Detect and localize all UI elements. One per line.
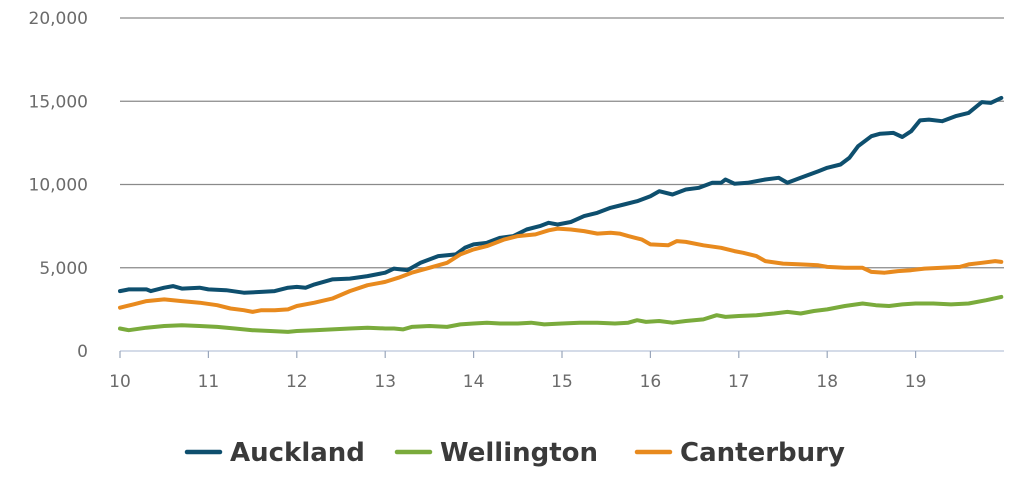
x-tick-label: 15	[551, 372, 573, 392]
series-line-canterbury	[118, 226, 1004, 314]
x-tick-label: 12	[286, 372, 308, 392]
legend-label-auckland: Auckland	[230, 438, 365, 468]
axes: 0 5,000 10,000 15,000 20,000 10 11 12 13 14 15 16 17…	[29, 9, 1004, 392]
y-tick-label: 10,000	[29, 176, 88, 196]
x-tick-label: 11	[198, 372, 220, 392]
y-tick-label: 20,000	[29, 9, 88, 29]
y-tick-label: 5,000	[39, 259, 88, 279]
y-tick-label: 15,000	[29, 92, 88, 112]
series-line-wellington	[118, 294, 1004, 334]
x-tick-label: 16	[640, 372, 662, 392]
series-lines	[118, 95, 1004, 334]
y-tick-label: 0	[77, 342, 88, 362]
x-tick-label: 14	[463, 372, 485, 392]
x-tick-label: 13	[374, 372, 396, 392]
legend: Auckland Wellington Canterbury	[184, 438, 845, 468]
legend-label-canterbury: Canterbury	[680, 438, 845, 468]
legend-label-wellington: Wellington	[440, 438, 598, 468]
x-tick-label: 19	[905, 372, 927, 392]
series-line-auckland	[118, 95, 1004, 295]
x-tick-label: 18	[816, 372, 838, 392]
x-tick-label: 17	[728, 372, 750, 392]
x-tick-label: 10	[109, 372, 131, 392]
